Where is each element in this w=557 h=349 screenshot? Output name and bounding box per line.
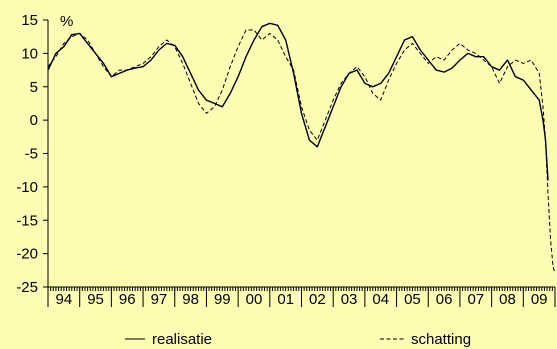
y-tick-label: 0 — [30, 112, 38, 129]
y-axis: 15 10 5 0 -5 -10 -15 -20 -25 — [16, 12, 49, 296]
x-tick-label: 96 — [119, 291, 136, 308]
x-tick-label: 97 — [151, 291, 168, 308]
x-tick-label: 98 — [182, 291, 199, 308]
series-line-schatting — [47, 29, 556, 274]
legend-label-realisatie: realisatie — [152, 331, 212, 348]
y-tick-label: -15 — [16, 212, 38, 229]
y-tick-label: -10 — [16, 179, 38, 196]
x-tick-label: 08 — [499, 291, 516, 308]
x-axis: 94 95 96 97 98 99 00 01 02 03 04 05 06 07 08 09 — [47, 286, 556, 308]
x-tick-label: 94 — [56, 291, 73, 308]
y-tick-label: -5 — [25, 146, 38, 163]
x-tick-label: 99 — [214, 291, 231, 308]
y-tick-label: 15 — [21, 12, 38, 29]
x-tick-label: 01 — [277, 291, 294, 308]
y-tick-label: -25 — [16, 279, 38, 296]
x-tick-label: 03 — [341, 291, 358, 308]
x-tick-label: 09 — [531, 291, 548, 308]
y-unit-label: % — [60, 13, 73, 30]
x-tick-label: 06 — [436, 291, 453, 308]
x-tick-label: 95 — [87, 291, 104, 308]
y-tick-label: -20 — [16, 246, 38, 263]
legend: realisatie schatting — [125, 331, 471, 348]
legend-label-schatting: schatting — [411, 331, 471, 348]
x-tick-label: 07 — [467, 291, 484, 308]
plot-lines — [47, 22, 556, 274]
x-tick-label: 05 — [404, 291, 421, 308]
x-tick-label: 04 — [372, 291, 389, 308]
x-tick-label: 00 — [246, 291, 263, 308]
series-line-realisatie — [47, 22, 549, 181]
y-tick-label: 10 — [21, 45, 38, 62]
x-tick-label: 02 — [309, 291, 326, 308]
y-tick-label: 5 — [30, 79, 38, 96]
